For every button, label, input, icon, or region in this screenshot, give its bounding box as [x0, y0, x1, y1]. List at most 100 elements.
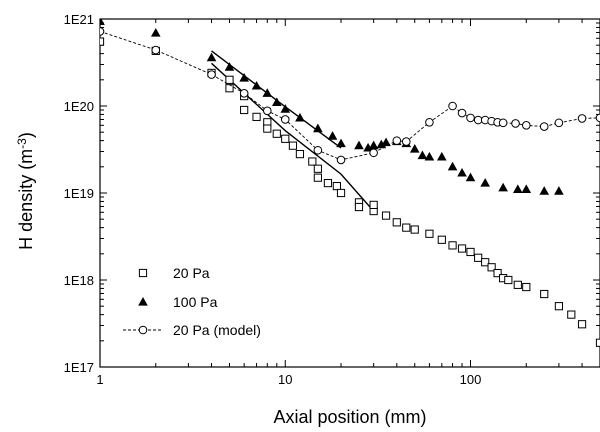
y-tick-label: 1E20	[64, 99, 94, 114]
series-20-pa	[100, 37, 600, 347]
clipped-content	[100, 19, 600, 347]
data-point	[239, 88, 249, 98]
data-point	[327, 131, 338, 140]
data-point	[577, 320, 587, 329]
legend: 20 Pa 100 Pa 20 Pa (model)	[123, 265, 261, 338]
data-point	[521, 121, 531, 130]
data-point	[554, 118, 564, 128]
data-point	[288, 141, 298, 150]
data-point	[100, 27, 105, 36]
y-axis-title: H density (m-3)	[15, 132, 36, 250]
data-point	[392, 218, 401, 227]
x-tick-label: 10	[278, 372, 292, 387]
data-point	[457, 244, 467, 253]
data-point	[239, 72, 249, 82]
data-point	[466, 247, 475, 257]
data-point	[401, 137, 411, 146]
data-point	[567, 310, 576, 319]
data-point	[354, 202, 364, 212]
data-point	[272, 129, 281, 138]
data-point	[457, 167, 467, 177]
data-point	[480, 178, 490, 187]
data-point	[295, 112, 305, 122]
data-point	[313, 123, 323, 133]
data-point	[498, 182, 508, 192]
data-point	[410, 225, 419, 234]
data-point	[332, 182, 341, 191]
y-axis-title-main: H density (m	[16, 149, 36, 250]
data-point	[487, 263, 496, 272]
data-point	[448, 241, 457, 250]
data-point	[425, 117, 434, 127]
data-point	[369, 148, 378, 158]
data-point	[313, 164, 322, 173]
y-tick-label: 1E21	[64, 12, 94, 27]
x-axis-title: Axial position (mm)	[273, 407, 426, 427]
data-point	[554, 302, 564, 311]
data-point	[381, 211, 391, 220]
data-point	[336, 138, 346, 148]
data-point	[513, 184, 523, 193]
data-point	[100, 37, 105, 46]
data-point	[262, 88, 273, 97]
data-point	[225, 75, 234, 84]
data-point	[263, 106, 272, 116]
data-point	[323, 178, 333, 188]
data-point	[425, 229, 434, 238]
data-point	[493, 269, 502, 278]
data-point	[271, 97, 282, 106]
data-point	[437, 235, 446, 244]
data-point	[251, 80, 262, 90]
data-point	[577, 114, 587, 123]
data-point	[522, 282, 531, 292]
legend-label: 100 Pa	[173, 294, 218, 310]
legend-marker	[138, 268, 148, 278]
data-point	[313, 145, 323, 155]
data-point	[207, 70, 216, 79]
legend-marker	[138, 297, 148, 306]
data-point	[252, 112, 261, 121]
x-tick-label: 1	[96, 372, 103, 387]
data-point	[465, 172, 476, 182]
data-point	[437, 151, 447, 161]
y-axis-title-sup: -3	[15, 138, 29, 149]
data-point	[280, 104, 291, 113]
data-point	[392, 136, 402, 145]
data-point	[336, 155, 346, 165]
y-tick-label: 1E19	[64, 186, 94, 201]
data-point	[280, 115, 290, 124]
data-point	[308, 157, 317, 166]
data-point	[150, 28, 161, 37]
data-point	[481, 258, 490, 267]
data-point	[539, 186, 550, 195]
data-point	[100, 19, 105, 25]
data-point	[402, 223, 411, 232]
data-point	[595, 113, 600, 123]
series-100-pa	[100, 19, 564, 195]
data-marks	[100, 19, 600, 347]
x-tick-label: 100	[460, 372, 482, 387]
data-point	[521, 184, 532, 193]
legend-marker	[138, 325, 148, 335]
data-point	[225, 84, 234, 93]
data-point	[263, 124, 272, 133]
data-point	[381, 137, 391, 147]
data-point	[473, 115, 483, 125]
data-point	[336, 188, 346, 198]
data-point	[511, 119, 520, 128]
data-point	[295, 149, 305, 159]
y-tick-label: 1E18	[64, 273, 94, 288]
data-point	[424, 151, 435, 161]
plot-frame	[99, 18, 600, 368]
data-point	[151, 45, 161, 55]
data-point	[504, 275, 513, 285]
y-axis-title-end: )	[16, 132, 36, 138]
data-point	[363, 142, 373, 152]
data-point	[206, 52, 217, 62]
model-line	[100, 30, 600, 161]
data-point	[409, 144, 420, 153]
data-point	[540, 289, 549, 299]
data-point	[513, 280, 522, 289]
data-point	[368, 140, 379, 150]
legend-label: 20 Pa (model)	[173, 322, 261, 338]
